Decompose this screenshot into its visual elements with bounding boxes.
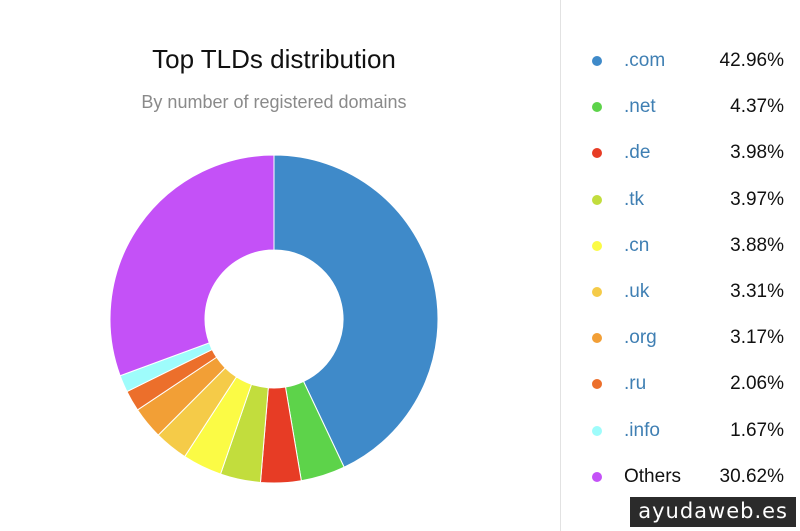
legend-value: 4.37% — [730, 96, 784, 118]
legend-item-tk[interactable]: .tk 3.97% — [575, 177, 790, 223]
donut-chart — [109, 154, 439, 484]
panel-divider — [560, 0, 561, 531]
legend-swatch-icon — [592, 148, 602, 159]
legend-swatch-icon — [592, 194, 602, 205]
legend-value: 3.98% — [730, 142, 784, 164]
legend-label: .ru — [624, 373, 647, 395]
legend-label: .info — [624, 419, 660, 441]
legend-label: .tk — [624, 188, 645, 210]
legend-item-org[interactable]: .org 3.17% — [575, 315, 790, 361]
legend-label: .de — [624, 142, 651, 164]
legend-label: .com — [624, 50, 666, 72]
legend-item-uk[interactable]: .uk 3.31% — [575, 269, 790, 315]
legend-value: 3.31% — [730, 281, 784, 303]
legend-swatch-icon — [592, 56, 602, 67]
legend-label: Others — [624, 465, 682, 487]
legend-item-others[interactable]: Others 30.62% — [575, 454, 790, 500]
watermark: ayudaweb.es — [630, 497, 796, 527]
legend-label: .net — [624, 96, 656, 118]
legend-item-ru[interactable]: .ru 2.06% — [575, 361, 790, 407]
chart-subtitle: By number of registered domains — [141, 92, 407, 112]
legend-item-net[interactable]: .net 4.37% — [575, 84, 790, 130]
legend-label: .uk — [624, 281, 650, 303]
legend-value: 2.06% — [730, 373, 784, 395]
legend-value: 1.67% — [730, 419, 784, 441]
slice-com[interactable] — [273, 154, 439, 468]
legend-value: 3.88% — [730, 234, 784, 256]
slice-others[interactable] — [109, 154, 275, 377]
legend-item-info[interactable]: .info 1.67% — [575, 408, 790, 454]
legend-value: 30.62% — [719, 465, 784, 487]
legend-swatch-icon — [592, 333, 602, 344]
legend-value: 42.96% — [719, 50, 784, 72]
legend-value: 3.97% — [730, 188, 784, 210]
legend-swatch-icon — [592, 102, 602, 113]
legend: .com 42.96% .net 4.37% .de 3.98% .tk 3.97% .cn 3.… — [575, 38, 790, 500]
chart-panel: Top TLDs distribution By number of regis… — [109, 44, 439, 484]
legend-swatch-icon — [592, 379, 602, 390]
legend-value: 3.17% — [730, 327, 784, 349]
legend-item-cn[interactable]: .cn 3.88% — [575, 223, 790, 269]
legend-swatch-icon — [592, 425, 602, 436]
chart-title: Top TLDs distribution — [152, 44, 396, 74]
legend-label: .org — [624, 327, 657, 349]
legend-swatch-icon — [592, 287, 602, 298]
legend-swatch-icon — [592, 240, 602, 251]
legend-label: .cn — [624, 234, 650, 256]
legend-item-com[interactable]: .com 42.96% — [575, 38, 790, 84]
legend-item-de[interactable]: .de 3.98% — [575, 130, 790, 176]
legend-swatch-icon — [592, 471, 602, 482]
